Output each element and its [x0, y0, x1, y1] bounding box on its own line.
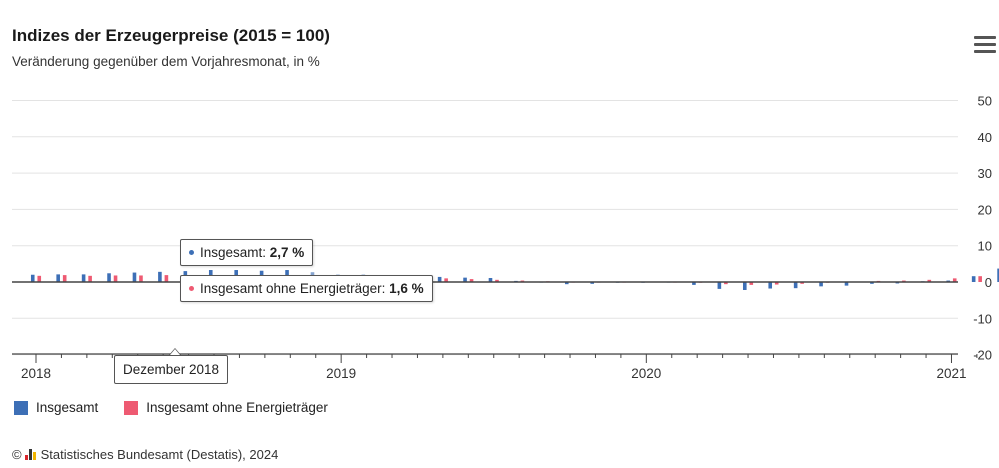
bar-ohne-energie[interactable] [469, 279, 474, 282]
bar-ohne-energie[interactable] [495, 279, 499, 282]
legend-label-series2: Insgesamt ohne Energieträger [146, 400, 328, 415]
bar-insgesamt[interactable] [870, 282, 874, 284]
bar-ohne-energie[interactable] [952, 278, 957, 282]
y-tick-label: 10 [978, 239, 992, 254]
legend-label-series1: Insgesamt [36, 400, 99, 415]
x-tick-label: 2021 [936, 366, 966, 381]
bar-insgesamt[interactable] [132, 272, 137, 282]
series2-dot [189, 285, 194, 291]
tooltip-series2-label: Insgesamt ohne Energieträger: [200, 281, 390, 296]
bar-insgesamt[interactable] [437, 276, 442, 282]
bar-insgesamt[interactable] [819, 282, 823, 287]
bar-ohne-energie[interactable] [113, 275, 118, 282]
bar-insgesamt[interactable] [742, 282, 747, 290]
bar-insgesamt[interactable] [590, 282, 595, 284]
bar-ohne-energie[interactable] [164, 275, 169, 282]
bar-chart: 50403020100-10-2020182019202020212022202… [12, 94, 999, 381]
bar-ohne-energie[interactable] [902, 280, 906, 282]
legend-item-series2[interactable]: Insgesamt ohne Energieträger [124, 400, 328, 415]
bar-ohne-energie[interactable] [444, 278, 448, 282]
x-tick-label: 2018 [21, 366, 51, 381]
bar-insgesamt[interactable] [971, 276, 976, 282]
tooltip-series2: Insgesamt ohne Energieträger: 1,6 % [180, 275, 433, 302]
footer: © Statistisches Bundesamt (Destatis), 20… [12, 447, 278, 462]
bar-insgesamt[interactable] [564, 282, 569, 285]
y-tick-label: 20 [978, 202, 992, 217]
chart-subtitle: Veränderung gegenüber dem Vorjahresmonat… [12, 54, 320, 69]
bar-ohne-energie[interactable] [88, 275, 92, 282]
bar-ohne-energie[interactable] [774, 282, 779, 285]
bar-insgesamt[interactable] [946, 280, 951, 282]
bar-insgesamt[interactable] [56, 274, 60, 282]
bar-insgesamt[interactable] [81, 274, 86, 282]
bar-insgesamt[interactable] [463, 277, 467, 282]
bar-insgesamt[interactable] [768, 282, 773, 289]
bar-insgesamt[interactable] [692, 282, 696, 285]
bar-ohne-energie[interactable] [800, 282, 804, 284]
y-tick-label: -10 [973, 311, 992, 326]
y-tick-label: 50 [978, 94, 992, 109]
bar-insgesamt[interactable] [793, 282, 798, 289]
bar-insgesamt[interactable] [488, 278, 493, 282]
bar-insgesamt[interactable] [717, 282, 722, 289]
bar-insgesamt[interactable] [844, 282, 849, 286]
bar-insgesamt[interactable] [30, 274, 35, 282]
legend-item-series1[interactable]: Insgesamt [14, 400, 98, 415]
x-tooltip: Dezember 2018 [114, 355, 229, 384]
copyright-symbol: © [12, 447, 22, 462]
bar-ohne-energie[interactable] [724, 282, 728, 285]
tooltip-series2-value: 1,6 % [389, 281, 424, 296]
x-tick-label: 2020 [631, 366, 661, 381]
bar-insgesamt[interactable] [895, 282, 900, 284]
bar-insgesamt[interactable] [158, 271, 162, 282]
bar-ohne-energie[interactable] [520, 280, 525, 282]
footer-source: Statistisches Bundesamt (Destatis), 2024 [40, 447, 279, 462]
bar-ohne-energie[interactable] [978, 276, 982, 282]
hamburger-menu-icon[interactable] [974, 36, 996, 54]
legend-swatch-series1 [14, 400, 28, 415]
bar-ohne-energie[interactable] [749, 282, 754, 285]
bar-insgesamt[interactable] [107, 273, 111, 282]
chart-title: Indizes der Erzeugerpreise (2015 = 100) [12, 26, 330, 45]
tooltip-series1-label: Insgesamt: [200, 245, 270, 260]
series1-dot [189, 249, 194, 255]
y-tick-label: 30 [978, 166, 992, 181]
y-tick-label: 0 [985, 275, 992, 290]
tooltip-series1-value: 2,7 % [269, 245, 305, 260]
x-tooltip-arrow [169, 348, 181, 355]
x-tick-label: 2019 [326, 366, 356, 381]
bar-ohne-energie[interactable] [37, 275, 42, 282]
y-tick-label: 40 [978, 130, 992, 145]
tooltip-series1: Insgesamt: 2,7 % [180, 239, 314, 266]
bar-insgesamt[interactable] [997, 268, 999, 282]
y-tick-label: -20 [973, 348, 992, 363]
legend: Insgesamt Insgesamt ohne Energieträger [14, 400, 354, 415]
legend-swatch-series2 [124, 400, 139, 415]
bar-ohne-energie[interactable] [139, 275, 143, 282]
bar-ohne-energie[interactable] [62, 275, 67, 282]
destatis-logo-icon [24, 449, 37, 460]
bar-ohne-energie[interactable] [927, 279, 932, 282]
